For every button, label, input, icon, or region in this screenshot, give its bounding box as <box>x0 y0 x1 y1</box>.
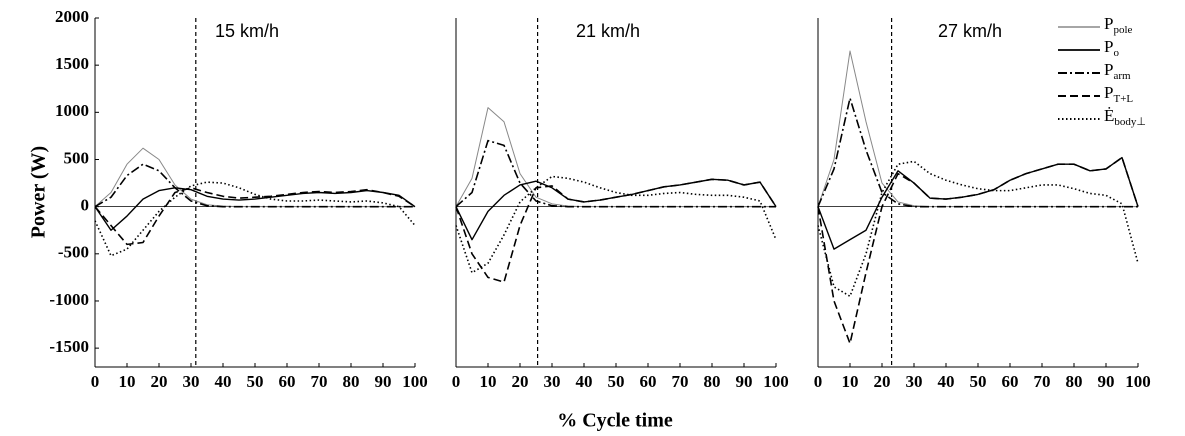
legend-entry: PT+L <box>1104 83 1133 105</box>
series-line <box>455 178 777 241</box>
x-tick-label: 0 <box>814 372 823 391</box>
y-tick-label: 500 <box>64 148 90 167</box>
legend-name: P <box>1104 37 1113 56</box>
x-tick-label: 100 <box>763 372 789 391</box>
x-tick-label: 80 <box>1066 372 1083 391</box>
y-tick-label: -1000 <box>49 290 89 309</box>
series-line <box>455 175 777 274</box>
x-tick-label: 40 <box>938 372 955 391</box>
x-tick-label: 30 <box>544 372 561 391</box>
y-tick-label: -1500 <box>49 337 89 356</box>
y-axis-label: Power (W) <box>28 146 50 238</box>
y-tick-label: -500 <box>58 243 89 262</box>
x-tick-label: 20 <box>874 372 891 391</box>
y-tick-label: 2000 <box>55 7 89 26</box>
legend-name: P <box>1104 83 1113 102</box>
series-line <box>817 156 1139 345</box>
x-tick-label: 50 <box>970 372 987 391</box>
x-tick-label: 70 <box>1034 372 1051 391</box>
series-line <box>455 178 777 283</box>
series-line <box>94 186 416 246</box>
x-tick-label: 30 <box>183 372 200 391</box>
legend-entry: Ėbody⊥ <box>1104 106 1146 128</box>
x-tick-label: 40 <box>576 372 593 391</box>
legend-name: P <box>1104 60 1113 79</box>
panel-title: 27 km/h <box>938 21 1002 41</box>
x-tick-label: 100 <box>402 372 428 391</box>
x-tick-label: 20 <box>512 372 529 391</box>
legend-entry: Ppole <box>1104 14 1133 36</box>
legend-name: Ė <box>1104 106 1114 125</box>
series-line <box>94 163 415 208</box>
series-line <box>455 139 776 208</box>
x-tick-label: 100 <box>1125 372 1151 391</box>
legend-entry: Parm <box>1104 60 1131 82</box>
x-tick-label: 10 <box>480 372 497 391</box>
y-tick-label: 1500 <box>55 54 89 73</box>
x-tick-label: 40 <box>215 372 232 391</box>
x-tick-label: 30 <box>906 372 923 391</box>
x-tick-label: 80 <box>343 372 360 391</box>
x-tick-label: 90 <box>375 372 392 391</box>
x-tick-label: 0 <box>91 372 100 391</box>
series-line <box>94 181 416 257</box>
x-tick-label: 60 <box>1002 372 1019 391</box>
x-tick-label: 70 <box>311 372 328 391</box>
y-tick-label: 0 <box>81 196 90 215</box>
x-tick-label: 60 <box>640 372 657 391</box>
x-axis-label: % Cycle time <box>557 410 673 432</box>
x-tick-label: 50 <box>608 372 625 391</box>
x-tick-label: 50 <box>247 372 264 391</box>
legend-subscript: T+L <box>1113 93 1133 105</box>
legend-entry: Po <box>1104 37 1119 59</box>
x-tick-label: 20 <box>151 372 168 391</box>
y-tick-label: 1000 <box>55 101 89 120</box>
panel-title: 15 km/h <box>215 21 279 41</box>
legend-subscript: pole <box>1113 24 1132 36</box>
x-tick-label: 90 <box>1098 372 1115 391</box>
panel-title: 21 km/h <box>576 21 640 41</box>
x-tick-label: 10 <box>119 372 136 391</box>
x-tick-label: 10 <box>842 372 859 391</box>
x-tick-label: 80 <box>704 372 721 391</box>
legend-subscript: arm <box>1113 70 1131 82</box>
legend-subscript: o <box>1113 47 1119 59</box>
series-line <box>94 187 416 231</box>
series-line <box>817 97 1138 208</box>
series-line <box>817 50 1138 208</box>
x-tick-label: 90 <box>736 372 753 391</box>
legend-name: P <box>1104 14 1113 33</box>
legend-subscript: body⊥ <box>1114 116 1146 128</box>
x-tick-label: 70 <box>672 372 689 391</box>
x-tick-label: 60 <box>279 372 296 391</box>
series-line <box>817 160 1139 298</box>
series-line <box>817 156 1139 250</box>
x-tick-label: 0 <box>452 372 461 391</box>
